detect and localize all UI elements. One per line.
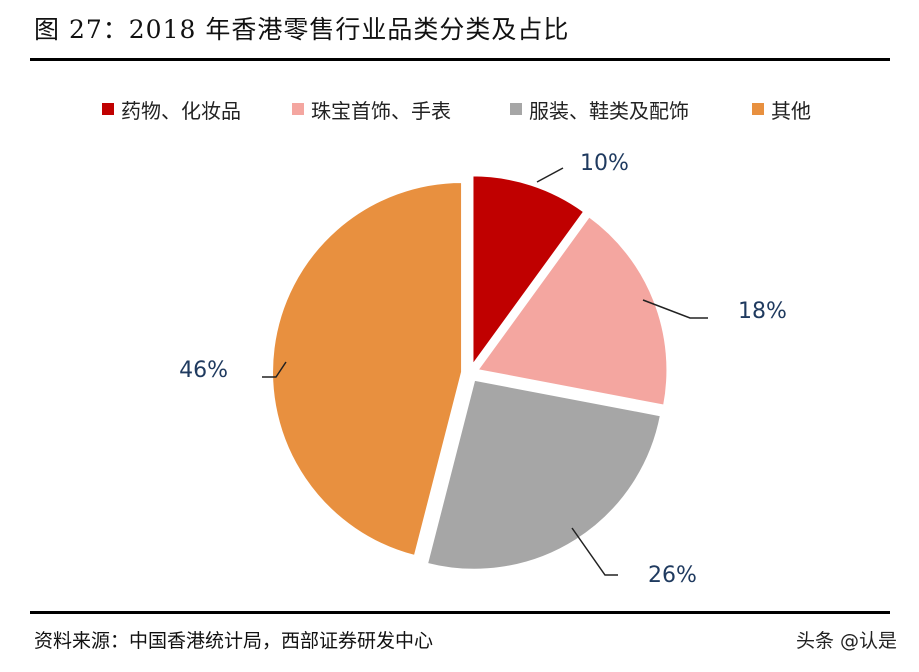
- chart-title: 图 27：2018 年香港零售行业品类分类及占比: [34, 15, 570, 44]
- data-label: 46%: [179, 358, 228, 383]
- pie-slice: [425, 378, 663, 571]
- legend-swatch: [292, 103, 304, 115]
- leader-line: [571, 527, 618, 576]
- pie-slice: [271, 180, 464, 558]
- legend-label: 其他: [771, 99, 811, 123]
- leader-line: [262, 361, 287, 378]
- source-note: 资料来源：中国香港统计局，西部证券研发中心: [34, 630, 434, 652]
- legend-swatch: [510, 103, 522, 115]
- watermark: 头条 @认是: [795, 630, 897, 652]
- bottom-rule: [30, 611, 890, 614]
- legend-label: 珠宝首饰、手表: [311, 99, 451, 123]
- legend-swatch: [102, 103, 114, 115]
- top-rule: [30, 58, 890, 61]
- legend-swatch: [752, 103, 764, 115]
- leader-line: [536, 167, 564, 183]
- leader-line: [642, 299, 708, 319]
- data-label: 18%: [738, 299, 787, 324]
- legend-label: 药物、化妆品: [121, 99, 241, 123]
- legend-label: 服装、鞋类及配饰: [529, 99, 689, 123]
- data-label: 10%: [580, 151, 629, 176]
- pie-slice: [471, 174, 586, 369]
- pie-slice: [475, 214, 669, 407]
- data-label: 26%: [648, 563, 697, 588]
